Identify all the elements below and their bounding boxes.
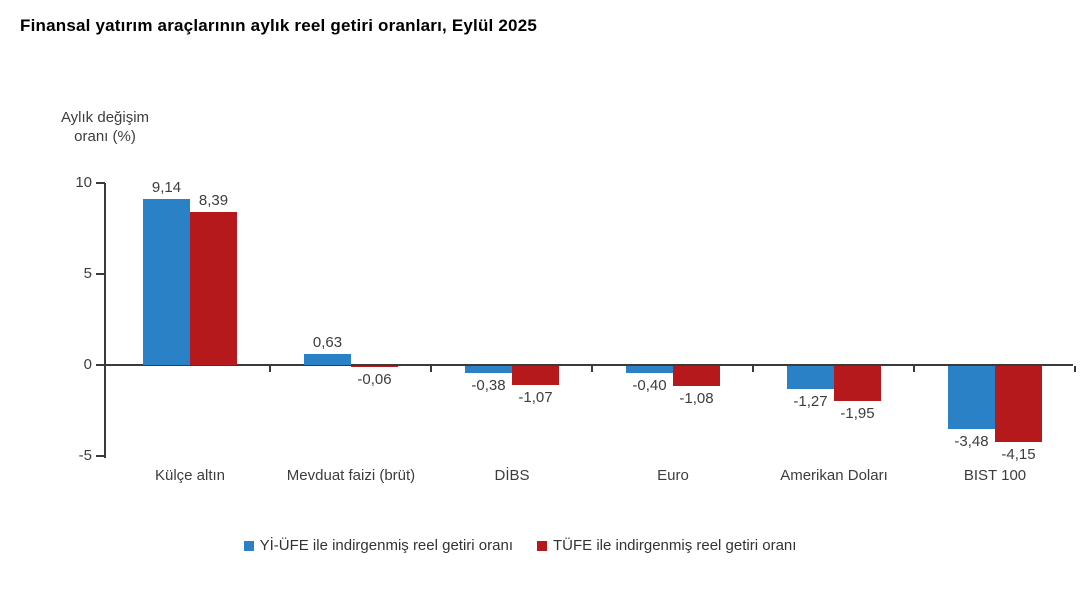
bar-value-label: -1,08: [679, 389, 714, 407]
y-axis-tick: [96, 273, 105, 275]
bar-series0-cat5: [948, 366, 995, 430]
bar-value-label: -4,15: [1001, 445, 1036, 463]
bar-series0-cat0: [143, 198, 190, 365]
y-axis-tick: [96, 455, 105, 457]
legend-swatch-tufe: [537, 540, 547, 551]
legend-label-yiufe: Yİ-ÜFE ile indirgenmiş reel getiri oranı: [259, 537, 513, 554]
y-tick-label: 10: [75, 174, 92, 191]
x-axis-tick: [1073, 366, 1076, 372]
bar-series0-cat2: [465, 366, 512, 373]
bar-value-label: -0,38: [471, 376, 506, 394]
legend-swatch-yiufe: [243, 540, 254, 551]
bar-series1-cat5: [995, 366, 1042, 442]
legend: Yİ-ÜFE ile indirgenmiş reel getiri oranı…: [0, 537, 1040, 554]
category-label: Mevduat faizi (brüt): [286, 467, 416, 484]
bar-series0-cat1: [304, 353, 351, 365]
y-axis-line: [104, 183, 106, 458]
category-label: Külçe altın: [154, 467, 226, 484]
bar-value-label: 8,39: [198, 192, 229, 210]
bar-value-label: 0,63: [312, 333, 343, 351]
bar-series1-cat3: [673, 366, 720, 386]
y-axis-title: Aylık değişim oranı (%): [60, 109, 150, 145]
x-axis-tick: [590, 366, 593, 372]
x-axis-tick: [912, 366, 915, 372]
y-tick-label: 5: [83, 265, 92, 282]
bar-value-label: -0,40: [632, 377, 667, 395]
legend-label-tufe: TÜFE ile indirgenmiş reel getiri oranı: [553, 537, 797, 554]
x-axis-tick: [268, 366, 271, 372]
bar-value-label: -0,06: [357, 371, 392, 389]
legend-item-yiufe: Yİ-ÜFE ile indirgenmiş reel getiri oranı: [243, 537, 513, 554]
x-axis-tick: [429, 366, 432, 372]
bar-value-label: -1,07: [518, 389, 553, 407]
bar-series1-cat4: [834, 366, 881, 402]
bar-value-label: 9,14: [151, 178, 182, 196]
bar-series0-cat3: [626, 366, 673, 374]
bar-series1-cat1: [351, 366, 398, 368]
chart-title: Finansal yatırım araçlarının aylık reel …: [20, 16, 538, 35]
y-axis-tick: [96, 182, 105, 184]
category-label: DİBS: [494, 467, 530, 484]
bar-value-label: -1,95: [840, 405, 875, 423]
category-label: Amerikan Doları: [780, 467, 888, 484]
category-label: BIST 100: [963, 467, 1027, 484]
category-label: Euro: [657, 467, 689, 484]
y-tick-label: 0: [83, 356, 92, 373]
bar-series1-cat2: [512, 366, 559, 386]
x-axis-line: [105, 364, 1073, 366]
y-axis-tick: [96, 364, 105, 366]
x-axis-tick: [751, 366, 754, 372]
legend-item-tufe: TÜFE ile indirgenmiş reel getiri oranı: [537, 537, 796, 554]
bar-series1-cat0: [190, 212, 237, 365]
bar-series0-cat4: [787, 366, 834, 390]
bar-value-label: -3,48: [954, 433, 989, 451]
y-tick-label: -5: [78, 447, 92, 464]
bar-value-label: -1,27: [793, 393, 828, 411]
